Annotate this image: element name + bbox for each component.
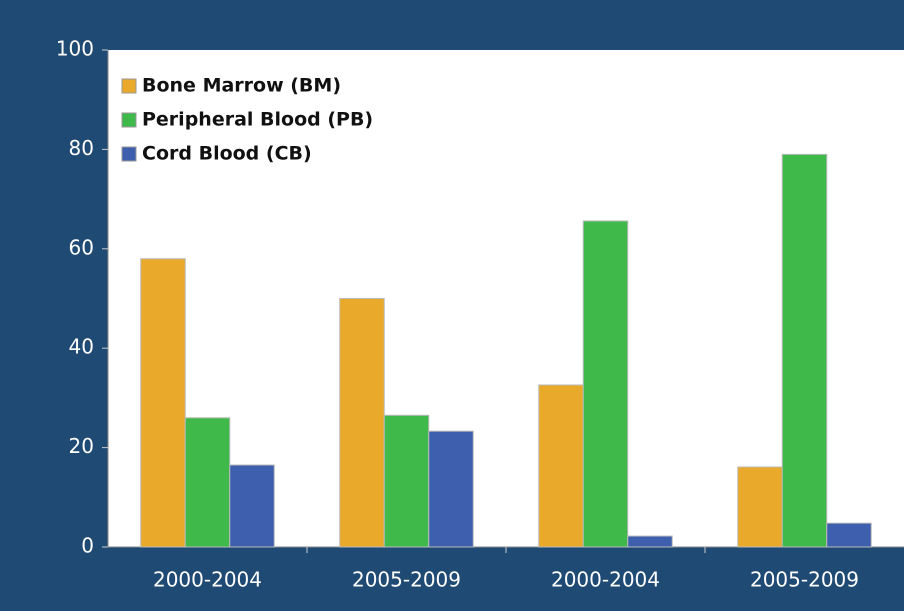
bar [538, 384, 584, 548]
bar [339, 298, 385, 548]
bar [627, 535, 673, 548]
bar [582, 220, 629, 548]
y-tick-label: 40 [69, 335, 94, 359]
y-tick-label: 20 [69, 434, 94, 458]
y-tick-label: 0 [81, 534, 94, 558]
bar [826, 522, 872, 548]
bar [781, 153, 828, 548]
legend-label: Cord Blood (CB) [142, 143, 312, 165]
plot-area [108, 50, 904, 547]
bar [737, 466, 783, 548]
x-tick-label: 2005-2009 [352, 568, 461, 592]
y-tick-label: 60 [69, 235, 94, 259]
bar [184, 417, 231, 548]
y-tick-label: 80 [69, 136, 94, 160]
bar [229, 464, 275, 548]
legend-label: Bone Marrow (BM) [142, 75, 341, 97]
bar [383, 414, 430, 548]
x-tick-label: 2005-2009 [750, 568, 859, 592]
y-tick-label: 100 [56, 37, 94, 61]
legend-label: Peripheral Blood (PB) [142, 109, 373, 131]
bar [140, 258, 186, 548]
x-tick-label: 2000-2004 [153, 568, 262, 592]
legend-swatch [121, 78, 137, 94]
x-tick-label: 2000-2004 [551, 568, 660, 592]
bar [428, 430, 474, 548]
legend-swatch [121, 146, 137, 162]
legend-swatch [121, 112, 137, 128]
